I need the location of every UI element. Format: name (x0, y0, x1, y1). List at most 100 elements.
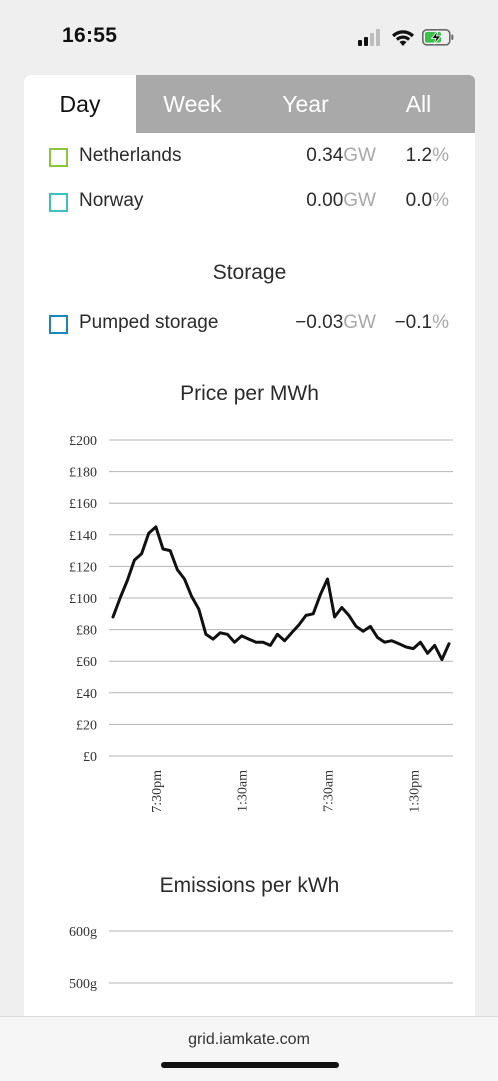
price-point (198, 608, 200, 610)
price-point (362, 630, 364, 632)
battery-charging-icon (422, 29, 454, 46)
y-tick-label: £40 (76, 687, 97, 702)
source-row-pumped-storage: Pumped storage −0.03GW −0.1% (24, 310, 475, 340)
content-card: Day Week Year All Netherlands 0.34GW 1.2… (24, 75, 475, 1020)
price-point (291, 632, 293, 634)
y-tick-label: £100 (69, 592, 97, 607)
emissions-chart: 600g 500g (69, 925, 453, 992)
y-tick-label: £0 (83, 750, 97, 765)
home-indicator[interactable] (161, 1062, 339, 1068)
x-tick-label: 1:30am (236, 770, 251, 812)
price-point (284, 640, 286, 642)
price-point (441, 659, 443, 661)
y-tick-label: £140 (69, 529, 97, 544)
source-name: Norway (79, 190, 144, 211)
y-tick-label: £80 (76, 624, 97, 639)
x-tick-label: 1:30pm (407, 770, 422, 813)
price-point (427, 652, 429, 654)
price-point (305, 614, 307, 616)
price-point (234, 641, 236, 643)
price-point (384, 641, 386, 643)
price-point (255, 641, 257, 643)
price-point (348, 614, 350, 616)
tab-all[interactable]: All (405, 91, 432, 117)
y-tick-label: £200 (69, 434, 97, 449)
y-tick-label: 500g (69, 977, 97, 992)
price-point (298, 624, 300, 626)
price-point (326, 578, 328, 580)
price-point (448, 643, 450, 645)
price-chart: £200 £180 £160 £140 £120 £100 £80 £60 £40 £20 £0 7:… (69, 434, 453, 813)
y-tick-label: 600g (69, 925, 97, 940)
cellular-signal-icon (358, 29, 380, 46)
price-point (391, 640, 393, 642)
source-row-norway: Norway 0.00GW 0.0% (24, 188, 475, 218)
price-point (183, 578, 185, 580)
price-chart-title: Price per MWh (180, 382, 319, 405)
y-tick-label: £160 (69, 497, 97, 512)
legend-swatch (49, 315, 68, 334)
price-point (191, 595, 193, 597)
source-row-netherlands: Netherlands 0.34GW 1.2% (24, 143, 475, 173)
source-gw: 0.34GW (306, 145, 376, 166)
wifi-icon (392, 30, 414, 46)
browser-url-bar[interactable]: grid.iamkate.com (0, 1016, 498, 1081)
price-point (419, 641, 421, 643)
price-point (219, 632, 221, 634)
y-tick-label: £120 (69, 560, 97, 575)
price-point (155, 526, 157, 528)
storage-title: Storage (212, 261, 287, 284)
price-point (205, 633, 207, 635)
source-percent: 1.2% (405, 145, 449, 166)
source-gw: −0.03GW (295, 312, 376, 333)
price-point (369, 625, 371, 627)
source-gw: 0.00GW (306, 190, 376, 211)
status-time: 16:55 (62, 24, 118, 47)
y-tick-label: £60 (76, 655, 97, 670)
legend-swatch (49, 193, 68, 212)
price-point (405, 646, 407, 648)
price-point (133, 559, 135, 561)
url-text: grid.iamkate.com (188, 1031, 310, 1048)
price-point (126, 580, 128, 582)
status-icons (358, 26, 458, 50)
price-point (319, 594, 321, 596)
tab-day[interactable]: Day (24, 75, 136, 133)
period-tabs: Day Week Year All (24, 75, 475, 133)
price-point (112, 616, 114, 618)
y-tick-label: £180 (69, 466, 97, 481)
tab-year[interactable]: Year (282, 91, 329, 117)
price-point (355, 625, 357, 627)
price-point (377, 637, 379, 638)
emissions-chart-title: Emissions per kWh (159, 874, 340, 897)
x-tick-label: 7:30am (322, 770, 337, 812)
price-point (148, 532, 150, 534)
price-point (119, 597, 121, 599)
source-name: Netherlands (79, 145, 182, 166)
price-point (412, 648, 414, 650)
price-point (212, 638, 214, 640)
price-point (176, 569, 178, 571)
price-point (398, 643, 400, 645)
x-tick-label: 7:30pm (150, 770, 165, 813)
price-point (248, 638, 250, 640)
price-point (141, 553, 143, 555)
price-point (241, 635, 243, 637)
price-point (226, 633, 228, 635)
source-percent: −0.1% (394, 312, 449, 333)
price-point (341, 606, 343, 608)
y-tick-label: £20 (76, 718, 97, 733)
price-line (111, 525, 451, 662)
status-bar: 16:55 (0, 0, 498, 72)
price-point (276, 633, 278, 635)
price-point (312, 613, 314, 615)
source-name: Pumped storage (79, 312, 219, 333)
price-point (262, 641, 264, 643)
source-percent: 0.0% (405, 190, 449, 211)
tab-week[interactable]: Week (163, 91, 222, 117)
price-point (434, 644, 436, 646)
price-point (269, 644, 271, 646)
price-point (162, 548, 164, 550)
price-point (169, 550, 171, 552)
price-point (334, 616, 336, 618)
